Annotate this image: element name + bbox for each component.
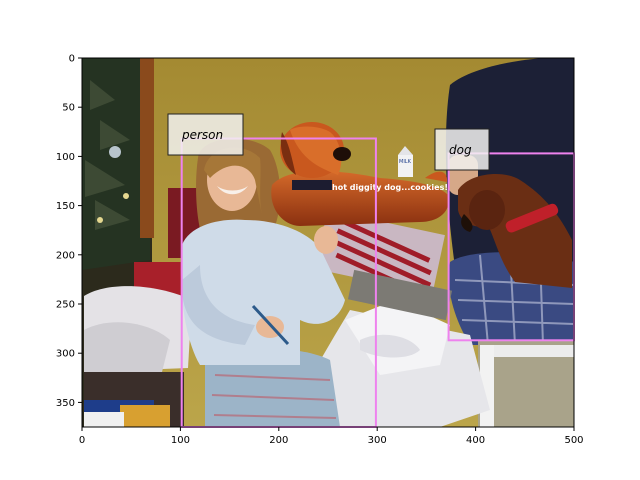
detection-label-dog-text: dog xyxy=(449,143,472,157)
y-tick-label: 100 xyxy=(56,152,75,163)
detection-label-person: person xyxy=(167,113,244,156)
y-tick-label: 350 xyxy=(56,398,75,409)
dog-photo xyxy=(458,174,572,288)
photo: hot diggity dog...cookies! MILK xyxy=(82,58,574,427)
styrofoam xyxy=(300,269,490,427)
detection-label-person-text: person xyxy=(181,128,223,142)
x-tick-label: 300 xyxy=(368,435,387,446)
y-axis: 0 50 100 150 200 250 300 350 xyxy=(56,54,82,409)
cookie-jar-text: hot diggity dog...cookies! xyxy=(332,183,448,192)
y-tick-label: 300 xyxy=(56,349,75,360)
x-tick-label: 200 xyxy=(269,435,288,446)
milk-carton-text: MILK xyxy=(399,159,412,165)
gift-box xyxy=(315,210,445,300)
axes-frame xyxy=(81,57,575,428)
x-tick-label: 100 xyxy=(171,435,190,446)
x-tick-label: 0 xyxy=(79,435,85,446)
detection-label-dog: dog xyxy=(434,128,490,171)
y-tick-label: 250 xyxy=(56,300,75,311)
y-tick-label: 150 xyxy=(56,201,75,212)
x-tick-label: 400 xyxy=(466,435,485,446)
y-tick-label: 50 xyxy=(62,103,75,114)
girl-photo xyxy=(180,138,345,427)
milk-carton-icon: MILK xyxy=(398,146,413,177)
x-tick-label: 500 xyxy=(564,435,583,446)
x-axis: 0 100 200 300 400 500 xyxy=(79,427,584,446)
y-tick-label: 0 xyxy=(69,54,75,65)
christmas-tree-icon xyxy=(85,80,130,230)
y-tick-label: 200 xyxy=(56,250,75,261)
